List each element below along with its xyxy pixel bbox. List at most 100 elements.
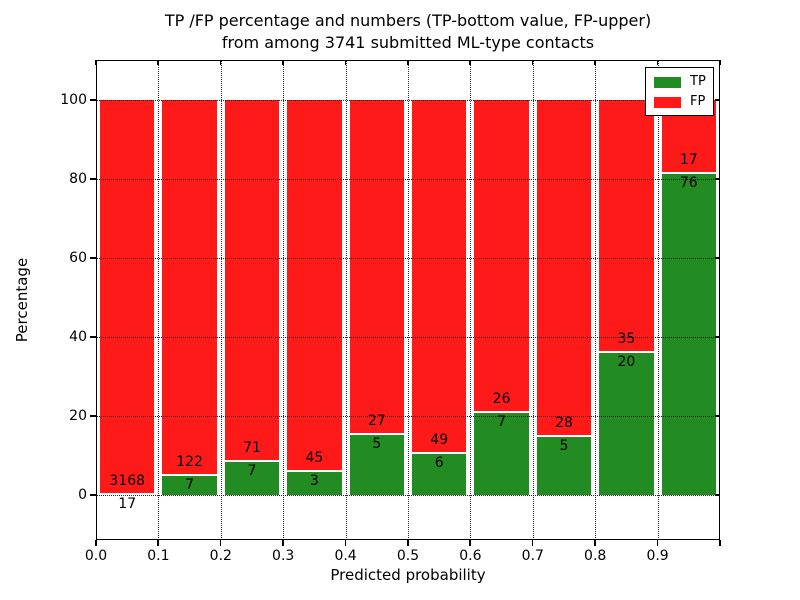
x-tick-mark <box>282 540 284 546</box>
bar-segment-tp <box>659 172 718 495</box>
gridline-vertical <box>657 60 659 540</box>
bar-segment-fp <box>472 100 531 412</box>
bar-segment-fp <box>285 100 344 471</box>
x-tick-label: 0.7 <box>521 548 544 564</box>
bar-segment-fp <box>222 100 282 460</box>
gridline-vertical <box>220 60 222 540</box>
x-tick-label: 0.5 <box>396 548 420 564</box>
y-tick-mark-right <box>715 178 720 180</box>
x-tick-label: 0.1 <box>147 548 170 564</box>
bar-label-fp-count: 17 <box>679 152 698 169</box>
x-tick-mark <box>656 540 659 546</box>
y-tick-label: 100 <box>60 92 87 108</box>
bar-segment-tp <box>285 470 344 495</box>
chart-title-line1: TP /FP percentage and numbers (TP-bottom… <box>164 11 652 30</box>
x-tick-mark <box>344 540 347 546</box>
bar-label-tp-count: 17 <box>118 495 137 512</box>
gridline-vertical <box>283 60 285 540</box>
bar-label-fp-count: 3168 <box>109 472 146 489</box>
gridline-vertical <box>595 60 597 540</box>
y-tick-mark <box>90 178 96 180</box>
bar-segment-tp <box>410 451 469 495</box>
y-tick-mark <box>90 99 96 101</box>
y-tick-mark <box>90 494 96 496</box>
x-tick-mark-top <box>469 60 471 65</box>
x-tick-mark <box>95 540 97 546</box>
x-tick-label: 0.2 <box>209 548 232 564</box>
x-tick-mark <box>531 540 534 546</box>
legend-entry-tp: TP <box>646 73 713 91</box>
bar-label-tp-count: 76 <box>679 175 698 192</box>
y-tick-label: 40 <box>69 329 87 345</box>
legend-swatch-fp-icon <box>654 97 681 108</box>
bar-label-tp-count: 7 <box>247 462 257 479</box>
x-tick-mark-top <box>157 60 159 65</box>
x-tick-mark <box>719 540 721 546</box>
x-tick-mark-top <box>594 60 596 65</box>
bar-segment-fp <box>534 100 594 436</box>
bar-label-tp-count: 5 <box>559 438 569 455</box>
x-tick-label: 0.4 <box>334 548 357 564</box>
x-tick-label: 0.3 <box>272 548 295 564</box>
bar-segment-tp <box>347 433 406 495</box>
bar-label-fp-count: 49 <box>430 431 449 448</box>
bar-label-fp-count: 35 <box>617 331 636 348</box>
bar-label-tp-count: 20 <box>617 354 636 371</box>
legend: TP FP <box>645 67 714 116</box>
y-tick-label: 80 <box>69 171 87 187</box>
x-tick-mark-top <box>95 60 97 65</box>
y-tick-label: 0 <box>78 487 87 503</box>
bar-label-tp-count: 7 <box>497 414 507 431</box>
x-tick-label: 0.9 <box>646 548 669 564</box>
x-axis-label: Predicted probability <box>330 566 486 584</box>
y-tick-mark-right <box>715 336 720 338</box>
x-tick-label: 0.6 <box>459 548 482 564</box>
x-tick-mark-top <box>656 60 659 65</box>
y-tick-label: 60 <box>69 250 87 266</box>
bar-segment-tp <box>472 411 531 495</box>
y-tick-mark <box>90 415 96 417</box>
x-tick-mark-top <box>407 60 409 65</box>
bar-label-tp-count: 3 <box>309 473 319 490</box>
chart-title-line2: from among 3741 submitted ML-type contac… <box>221 33 595 52</box>
gridline-vertical <box>158 60 160 540</box>
x-tick-label: 0.8 <box>584 548 607 564</box>
bar-label-fp-count: 28 <box>555 415 573 432</box>
bar-segment-tp <box>534 435 594 495</box>
bar-label-fp-count: 122 <box>176 453 203 470</box>
x-tick-mark <box>407 540 409 546</box>
bar-segment-tp <box>160 473 219 495</box>
y-tick-mark-right <box>715 257 720 259</box>
bar-label-tp-count: 7 <box>185 476 195 493</box>
x-tick-mark-top <box>219 60 222 65</box>
legend-label-fp: FP <box>690 94 706 109</box>
bar-label-tp-count: 6 <box>434 454 444 471</box>
legend-swatch-tp-icon <box>654 77 681 88</box>
bar-label-fp-count: 27 <box>367 413 386 430</box>
gridline-vertical <box>345 60 347 540</box>
x-tick-mark-top <box>531 60 534 65</box>
legend-entry-fp: FP <box>646 93 713 111</box>
bar-segment-fp <box>160 100 219 474</box>
bar-segment-fp <box>347 100 406 434</box>
bar-segment-tp <box>597 351 656 495</box>
x-tick-mark-top <box>344 60 347 65</box>
y-tick-mark-right <box>715 99 720 101</box>
bar-label-tp-count: 5 <box>372 436 382 453</box>
plot-area: 3168 17 122 7 71 7 45 3 27 5 49 6 26 7 28 5 35 20 17 76 <box>90 60 721 546</box>
x-tick-mark-top <box>719 60 721 65</box>
bar-segment-fp <box>98 100 157 493</box>
bar-segment-fp <box>410 100 469 452</box>
bar-label-fp-count: 26 <box>492 391 511 408</box>
y-axis-label: Percentage <box>13 257 31 343</box>
bar-segment-tp <box>98 492 157 495</box>
bar-segment-tp <box>222 459 282 495</box>
bar-label-fp-count: 45 <box>305 450 324 467</box>
y-tick-mark <box>90 336 96 338</box>
y-tick-mark <box>90 257 96 259</box>
x-tick-label: 0.0 <box>84 548 108 564</box>
y-tick-mark-right <box>715 415 720 417</box>
x-tick-mark-top <box>282 60 284 65</box>
bar-label-fp-count: 71 <box>243 439 261 456</box>
